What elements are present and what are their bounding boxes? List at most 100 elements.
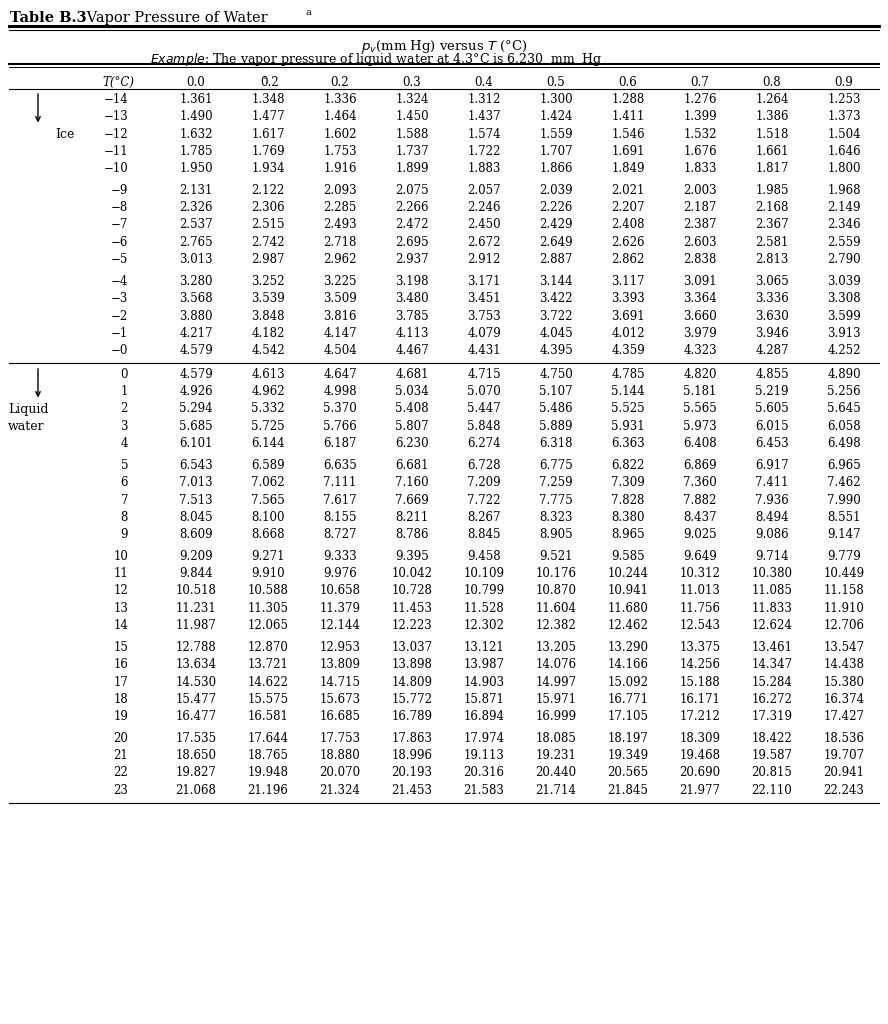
Text: 9.271: 9.271 <box>251 550 285 563</box>
Text: 5.181: 5.181 <box>683 385 717 398</box>
Text: 7.462: 7.462 <box>828 476 860 489</box>
Text: 4.045: 4.045 <box>539 327 573 340</box>
Text: 13.461: 13.461 <box>751 641 792 654</box>
Text: 6: 6 <box>121 476 128 489</box>
Text: 0.8: 0.8 <box>763 76 781 89</box>
Text: 4.715: 4.715 <box>467 368 501 381</box>
Text: 11.680: 11.680 <box>607 602 648 614</box>
Text: 1.769: 1.769 <box>251 144 285 158</box>
Text: 6.318: 6.318 <box>539 437 573 450</box>
Text: 4.542: 4.542 <box>251 344 285 357</box>
Text: 5.408: 5.408 <box>395 402 429 416</box>
Text: 10.380: 10.380 <box>751 567 792 581</box>
Text: 9.844: 9.844 <box>179 567 213 581</box>
Text: 1.373: 1.373 <box>828 111 860 123</box>
Text: 14.256: 14.256 <box>679 658 720 672</box>
Text: 4.147: 4.147 <box>323 327 357 340</box>
Text: 10.728: 10.728 <box>392 585 432 597</box>
Text: 4.998: 4.998 <box>323 385 357 398</box>
Text: 14.622: 14.622 <box>248 676 289 688</box>
Text: 18.996: 18.996 <box>392 750 432 762</box>
Text: 6.058: 6.058 <box>828 420 860 433</box>
Text: 12.302: 12.302 <box>464 618 504 632</box>
Text: 18: 18 <box>114 692 128 706</box>
Text: 5.725: 5.725 <box>251 420 285 433</box>
Text: 2.346: 2.346 <box>828 218 860 231</box>
Text: 2.515: 2.515 <box>251 218 285 231</box>
Text: 1.833: 1.833 <box>683 162 717 175</box>
Text: −9: −9 <box>111 184 128 197</box>
Text: 1.324: 1.324 <box>395 93 429 106</box>
Text: 10.449: 10.449 <box>823 567 865 581</box>
Text: 2.813: 2.813 <box>756 253 789 266</box>
Text: 1.546: 1.546 <box>611 128 645 140</box>
Text: 3.451: 3.451 <box>467 292 501 305</box>
Text: 0: 0 <box>121 368 128 381</box>
Text: 3.660: 3.660 <box>683 309 717 323</box>
Text: 13.547: 13.547 <box>823 641 865 654</box>
Text: 13.037: 13.037 <box>392 641 432 654</box>
Text: 1.800: 1.800 <box>828 162 860 175</box>
Text: 18.765: 18.765 <box>248 750 289 762</box>
Text: 5.107: 5.107 <box>539 385 573 398</box>
Text: 2.581: 2.581 <box>756 236 789 249</box>
Text: 2.887: 2.887 <box>539 253 573 266</box>
Text: −8: −8 <box>111 202 128 214</box>
Text: 3.336: 3.336 <box>755 292 789 305</box>
Text: 19.948: 19.948 <box>248 767 289 779</box>
Text: 5.294: 5.294 <box>179 402 213 416</box>
Text: 9.458: 9.458 <box>467 550 501 563</box>
Text: 4.467: 4.467 <box>395 344 429 357</box>
Text: 7.309: 7.309 <box>611 476 645 489</box>
Text: 11.987: 11.987 <box>176 618 217 632</box>
Text: 3.753: 3.753 <box>467 309 501 323</box>
Text: 1.312: 1.312 <box>467 93 501 106</box>
Text: 20.440: 20.440 <box>535 767 576 779</box>
Text: 2.695: 2.695 <box>395 236 429 249</box>
Text: 11.085: 11.085 <box>751 585 792 597</box>
Text: 6.498: 6.498 <box>828 437 860 450</box>
Text: 13.898: 13.898 <box>392 658 432 672</box>
Text: 3.599: 3.599 <box>827 309 860 323</box>
Text: 2.472: 2.472 <box>395 218 429 231</box>
Text: 6.775: 6.775 <box>539 459 573 472</box>
Text: 14.166: 14.166 <box>607 658 648 672</box>
Text: 7.775: 7.775 <box>539 494 573 507</box>
Text: 5.565: 5.565 <box>683 402 717 416</box>
Text: 3.065: 3.065 <box>755 275 789 288</box>
Text: 17.212: 17.212 <box>679 710 720 723</box>
Text: 9.521: 9.521 <box>539 550 573 563</box>
Text: 1.617: 1.617 <box>251 128 285 140</box>
Text: 17.535: 17.535 <box>176 732 217 745</box>
Text: 19.468: 19.468 <box>679 750 720 762</box>
Text: 1.399: 1.399 <box>683 111 717 123</box>
Text: 6.965: 6.965 <box>827 459 860 472</box>
Text: 17.863: 17.863 <box>392 732 432 745</box>
Text: 3.880: 3.880 <box>179 309 213 323</box>
Text: 14.347: 14.347 <box>751 658 793 672</box>
Text: 3.252: 3.252 <box>251 275 285 288</box>
Text: 19.827: 19.827 <box>176 767 217 779</box>
Text: 6.363: 6.363 <box>611 437 645 450</box>
Text: 14.809: 14.809 <box>392 676 432 688</box>
Text: 22: 22 <box>114 767 128 779</box>
Text: 14.076: 14.076 <box>535 658 576 672</box>
Text: 14.715: 14.715 <box>320 676 361 688</box>
Text: 4.217: 4.217 <box>179 327 213 340</box>
Text: 8.100: 8.100 <box>251 511 285 523</box>
Text: 16.477: 16.477 <box>176 710 217 723</box>
Text: 10.658: 10.658 <box>320 585 361 597</box>
Text: −11: −11 <box>103 144 128 158</box>
Text: 12.543: 12.543 <box>679 618 720 632</box>
Text: 1: 1 <box>121 385 128 398</box>
Text: 15.477: 15.477 <box>176 692 217 706</box>
Text: 17.319: 17.319 <box>751 710 792 723</box>
Text: 3.913: 3.913 <box>828 327 860 340</box>
Text: 7.411: 7.411 <box>756 476 789 489</box>
Text: −6: −6 <box>111 236 128 249</box>
Text: 1.899: 1.899 <box>395 162 429 175</box>
Text: 20: 20 <box>113 732 128 745</box>
Text: 4.750: 4.750 <box>539 368 573 381</box>
Text: 2.057: 2.057 <box>467 184 501 197</box>
Text: 2.387: 2.387 <box>683 218 717 231</box>
